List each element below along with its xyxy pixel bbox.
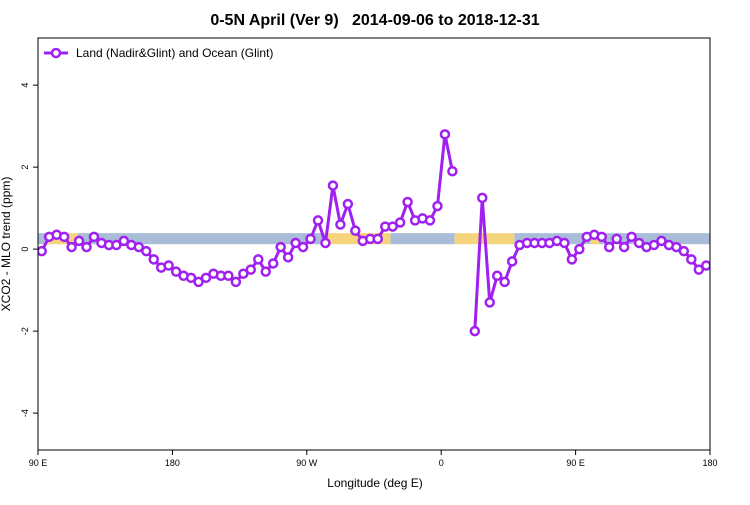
data-point bbox=[230, 276, 242, 288]
data-point bbox=[335, 219, 346, 230]
data-point bbox=[656, 235, 667, 247]
data-point bbox=[603, 241, 615, 253]
plot-frame bbox=[37, 37, 711, 451]
data-point bbox=[297, 241, 309, 253]
y-tick-label: -2 bbox=[20, 327, 30, 335]
x-tick-label: 90 W bbox=[296, 458, 318, 468]
data-point bbox=[312, 215, 324, 226]
data-point bbox=[574, 243, 585, 255]
data-point bbox=[111, 239, 122, 251]
data-point bbox=[447, 165, 458, 177]
data-point bbox=[81, 241, 92, 253]
data-point bbox=[200, 272, 212, 284]
data-point bbox=[193, 276, 204, 288]
data-point bbox=[267, 258, 279, 269]
legend-marker bbox=[50, 47, 62, 59]
data-point bbox=[701, 260, 710, 271]
data-point bbox=[626, 231, 637, 243]
band-segment bbox=[324, 233, 391, 245]
data-point bbox=[133, 241, 145, 253]
x-tick-label: 0 bbox=[439, 458, 444, 468]
band-segment bbox=[390, 233, 455, 245]
x-tick-label: 90 E bbox=[566, 458, 585, 468]
band-segment bbox=[599, 233, 710, 245]
data-point bbox=[506, 256, 518, 267]
data-point bbox=[432, 200, 443, 212]
data-point bbox=[618, 241, 630, 253]
data-point bbox=[477, 192, 488, 204]
y-tick-label: 4 bbox=[20, 83, 30, 88]
x-tick-label: 90 E bbox=[29, 458, 48, 468]
band-segment bbox=[38, 233, 46, 245]
data-point bbox=[223, 270, 234, 282]
data-point bbox=[559, 237, 570, 249]
data-point bbox=[633, 237, 645, 249]
data-point bbox=[58, 231, 70, 243]
data-point bbox=[342, 198, 354, 210]
data-point bbox=[185, 272, 197, 284]
x-axis-label: Longitude (deg E) bbox=[327, 476, 422, 490]
y-tick-label: -4 bbox=[20, 409, 30, 417]
data-point bbox=[163, 260, 174, 271]
data-point bbox=[484, 297, 495, 308]
data-point bbox=[38, 245, 47, 257]
data-point bbox=[596, 231, 607, 243]
data-point bbox=[148, 254, 159, 265]
data-point bbox=[491, 270, 503, 282]
data-point bbox=[402, 196, 413, 208]
data-point bbox=[290, 237, 301, 249]
data-point bbox=[275, 241, 286, 253]
data-point bbox=[469, 325, 481, 337]
chart-title: 0-5N April (Ver 9) 2014-09-06 to 2018-12… bbox=[210, 12, 539, 29]
data-point bbox=[305, 233, 316, 245]
data-point bbox=[282, 252, 294, 263]
data-point bbox=[499, 276, 510, 288]
legend-label: Land (Nadir&Glint) and Ocean (Glint) bbox=[76, 46, 273, 60]
y-tick-label: 2 bbox=[20, 165, 30, 170]
data-point bbox=[66, 241, 77, 253]
y-axis-label: XCO2 - MLO trend (ppm) bbox=[0, 177, 13, 312]
data-point bbox=[424, 215, 436, 226]
data-point bbox=[439, 129, 451, 140]
data-point bbox=[648, 239, 660, 251]
data-point bbox=[238, 268, 249, 279]
data-point bbox=[88, 231, 100, 243]
data-point bbox=[387, 221, 398, 232]
data-point bbox=[372, 233, 383, 245]
data-point bbox=[686, 254, 697, 265]
x-tick-label: 180 bbox=[702, 458, 717, 468]
data-point bbox=[693, 264, 705, 275]
data-point bbox=[350, 225, 361, 236]
x-tick-label: 180 bbox=[165, 458, 180, 468]
plot-area bbox=[38, 129, 710, 337]
data-point bbox=[678, 245, 690, 257]
data-point bbox=[73, 235, 85, 247]
data-point bbox=[327, 180, 339, 191]
data-point bbox=[394, 217, 406, 228]
data-point bbox=[170, 266, 182, 277]
data-point bbox=[141, 245, 152, 257]
data-point bbox=[253, 254, 264, 265]
band-segment bbox=[78, 233, 325, 245]
data-point bbox=[566, 254, 578, 265]
data-point bbox=[245, 264, 257, 275]
series-line bbox=[40, 134, 707, 332]
y-tick-label: 0 bbox=[20, 247, 30, 252]
data-point bbox=[611, 233, 622, 245]
data-point bbox=[118, 235, 130, 247]
data-point bbox=[260, 266, 271, 277]
data-point bbox=[320, 237, 331, 249]
data-point bbox=[671, 241, 682, 253]
